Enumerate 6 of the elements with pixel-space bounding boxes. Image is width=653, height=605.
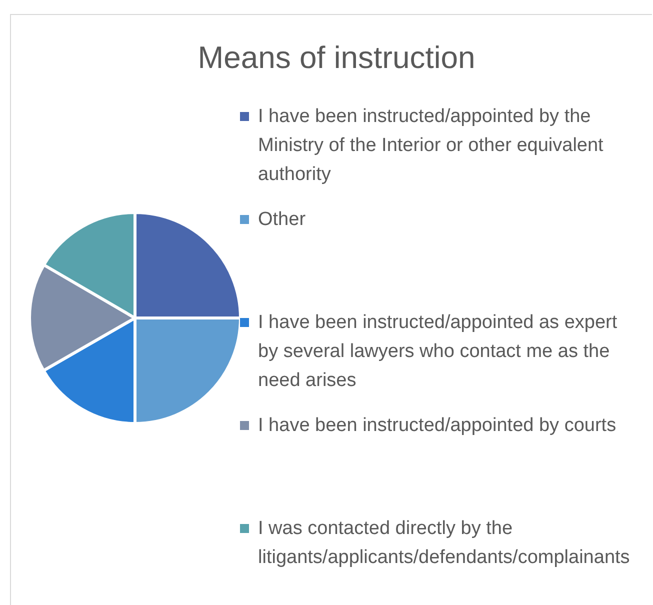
legend-label: I have been instructed/appointed by courts — [258, 415, 616, 436]
legend-label: Other — [258, 209, 306, 230]
legend-label: I have been instructed/appointed as expert by several lawyers who contact me as the need arises — [258, 312, 618, 391]
legend-label: I was contacted directly by the litigants/applicants/defendants/complainants — [258, 518, 630, 568]
legend-label: I have been instructed/appointed by the Ministry of the Interior or other equivalent authority — [258, 106, 604, 185]
chart-title: Means of instruction — [196, 40, 476, 76]
